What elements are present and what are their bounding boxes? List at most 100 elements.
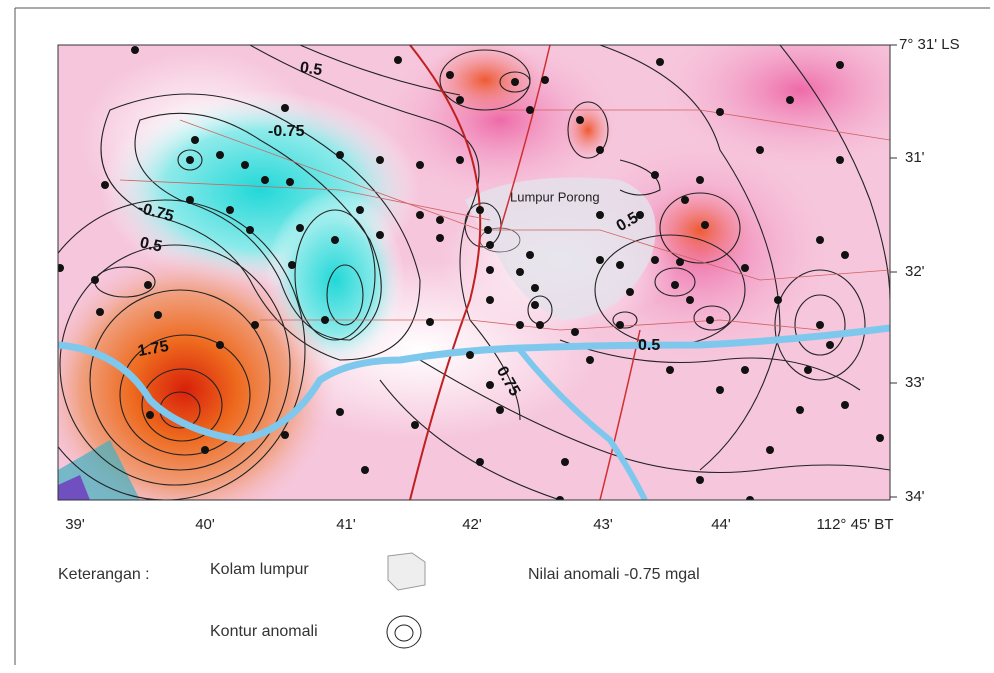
survey-point — [741, 264, 749, 272]
survey-point — [486, 381, 494, 389]
lon-label: 40' — [195, 516, 215, 533]
lat-label: 7° 31' LS — [899, 36, 960, 53]
lon-label: 44' — [711, 516, 731, 533]
survey-point — [804, 366, 812, 374]
survey-point — [876, 434, 884, 442]
survey-point — [681, 196, 689, 204]
lat-label: 33' — [905, 374, 925, 391]
survey-point — [321, 316, 329, 324]
survey-point — [336, 151, 344, 159]
survey-point — [186, 196, 194, 204]
lon-label: 41' — [336, 516, 356, 533]
survey-point — [476, 458, 484, 466]
survey-point — [288, 261, 296, 269]
survey-point — [836, 61, 844, 69]
survey-point — [376, 156, 384, 164]
survey-point — [696, 476, 704, 484]
map-area — [25, 10, 940, 530]
legend-heading: Keterangan : — [58, 566, 150, 583]
survey-point — [101, 181, 109, 189]
survey-point — [774, 296, 782, 304]
survey-point — [836, 156, 844, 164]
survey-point — [356, 206, 364, 214]
page: 7° 31' LS 31' 32' 33' 34' 39' 40' 41' 42… — [0, 0, 994, 673]
lon-label: 43' — [593, 516, 613, 533]
survey-point — [186, 156, 194, 164]
survey-point — [516, 321, 524, 329]
survey-point — [286, 178, 294, 186]
survey-point — [706, 316, 714, 324]
survey-point — [841, 251, 849, 259]
survey-point — [144, 281, 152, 289]
survey-point — [596, 211, 604, 219]
survey-point — [241, 161, 249, 169]
survey-point — [826, 341, 834, 349]
survey-point — [766, 446, 774, 454]
survey-point — [656, 58, 664, 66]
survey-point — [91, 276, 99, 284]
survey-point — [511, 78, 519, 86]
survey-point — [531, 301, 539, 309]
survey-point — [816, 236, 824, 244]
survey-point — [281, 104, 289, 112]
survey-point — [96, 308, 104, 316]
survey-point — [486, 241, 494, 249]
survey-point — [191, 136, 199, 144]
survey-point — [516, 268, 524, 276]
survey-point — [701, 221, 709, 229]
survey-point — [716, 386, 724, 394]
survey-point — [816, 321, 824, 329]
survey-point — [596, 256, 604, 264]
survey-point — [456, 156, 464, 164]
survey-point — [626, 288, 634, 296]
contour-swatch — [387, 616, 421, 648]
survey-point — [251, 321, 259, 329]
survey-point — [486, 296, 494, 304]
lat-label: 31' — [905, 149, 925, 166]
survey-point — [616, 261, 624, 269]
survey-point — [531, 284, 539, 292]
survey-point — [456, 96, 464, 104]
survey-point — [616, 321, 624, 329]
survey-point — [526, 251, 534, 259]
lon-label: 39' — [65, 516, 85, 533]
survey-point — [281, 431, 289, 439]
survey-point — [411, 421, 419, 429]
survey-point — [416, 211, 424, 219]
legend-label: Kontur anomali — [210, 623, 318, 640]
survey-point — [571, 328, 579, 336]
survey-point — [676, 258, 684, 266]
survey-point — [226, 206, 234, 214]
survey-point — [131, 46, 139, 54]
lon-label: 42' — [462, 516, 482, 533]
survey-point — [486, 266, 494, 274]
survey-point — [426, 318, 434, 326]
survey-point — [786, 96, 794, 104]
survey-point — [686, 296, 694, 304]
survey-point — [336, 408, 344, 416]
survey-point — [446, 71, 454, 79]
survey-point — [541, 76, 549, 84]
lat-label: 32' — [905, 263, 925, 280]
survey-point — [741, 366, 749, 374]
survey-point — [526, 106, 534, 114]
legend-label: Nilai anomali -0.75 mgal — [528, 566, 700, 583]
survey-point — [296, 224, 304, 232]
survey-point — [376, 231, 384, 239]
survey-point — [484, 226, 492, 234]
survey-point — [496, 406, 504, 414]
survey-point — [796, 406, 804, 414]
survey-point — [536, 321, 544, 329]
survey-point — [716, 108, 724, 116]
legend-label: Kolam lumpur — [210, 561, 309, 578]
survey-point — [361, 466, 369, 474]
survey-point — [696, 176, 704, 184]
survey-point — [146, 411, 154, 419]
place-label: Lumpur Porong — [510, 189, 600, 204]
survey-point — [841, 401, 849, 409]
survey-point — [261, 176, 269, 184]
survey-point — [596, 146, 604, 154]
survey-point — [586, 356, 594, 364]
survey-point — [394, 56, 402, 64]
survey-point — [576, 116, 584, 124]
